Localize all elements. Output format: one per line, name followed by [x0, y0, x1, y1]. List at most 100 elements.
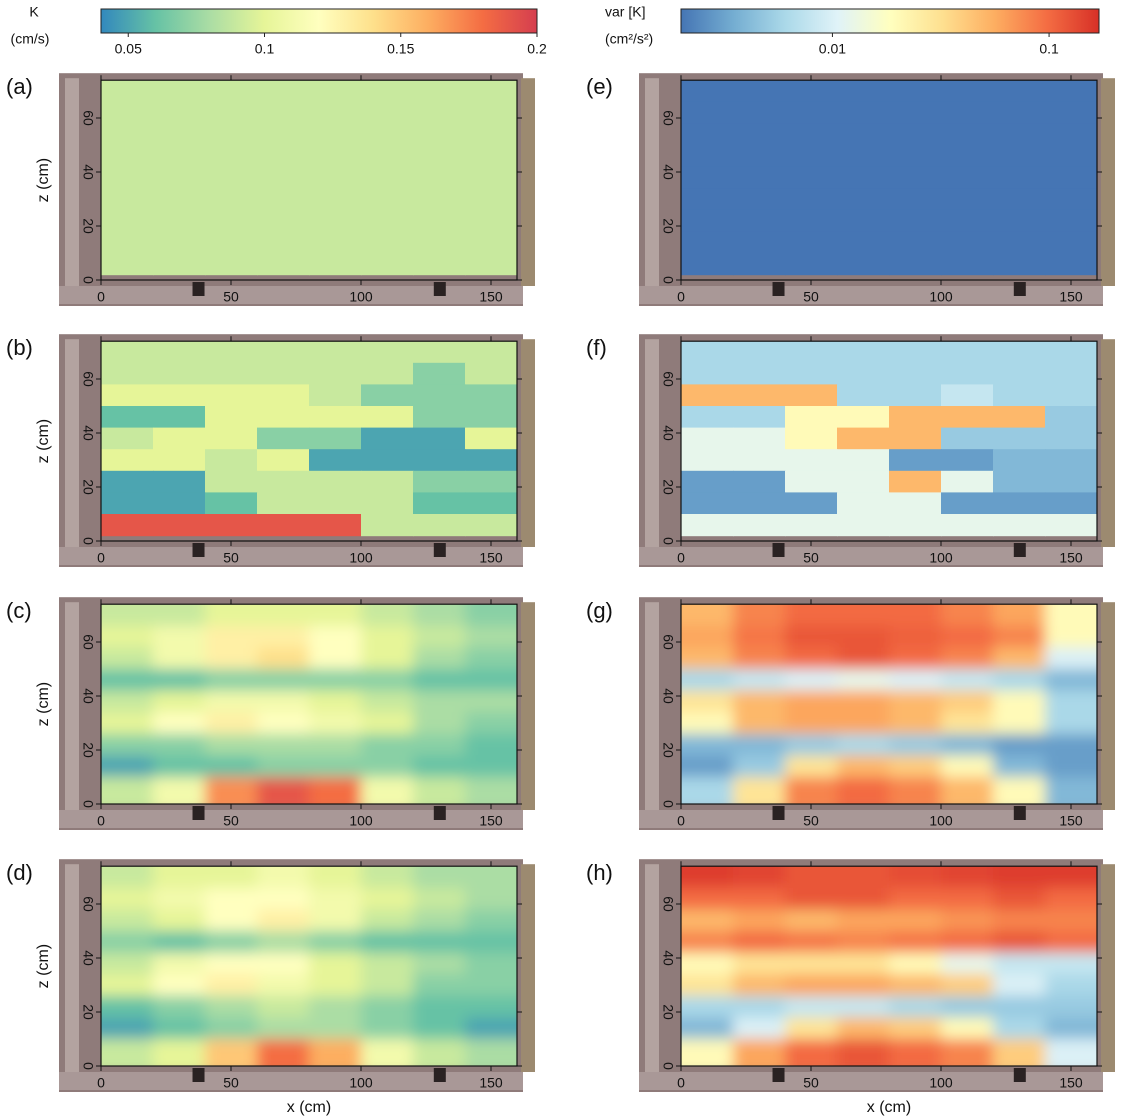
heatmap-cell — [361, 145, 414, 168]
heatmap-cell — [413, 188, 466, 211]
heatmap-cell — [837, 123, 890, 146]
heatmap-cells — [101, 341, 517, 537]
colorbar — [100, 8, 538, 34]
heatmap-cell — [101, 952, 154, 975]
heatmap-cell — [101, 604, 154, 627]
heatmap-cell — [309, 231, 362, 254]
heatmap-cell — [101, 514, 154, 537]
heatmap-cell — [205, 80, 258, 103]
heatmap-cell — [889, 690, 942, 713]
heatmap-cell — [681, 931, 734, 954]
heatmap-cell — [681, 341, 734, 364]
tank-clamp — [192, 282, 205, 296]
plot-border — [680, 865, 1098, 1067]
heatmap-cell — [257, 1017, 310, 1040]
tank-frame-right — [1101, 339, 1115, 547]
heatmap — [101, 866, 517, 1067]
heatmap-cell — [941, 712, 994, 735]
colorbar-label: var [K] — [605, 4, 645, 20]
tank-frame-right — [521, 339, 535, 547]
heatmap-cell — [993, 406, 1046, 429]
tank-base — [639, 286, 1103, 304]
heatmap-cell — [413, 80, 466, 103]
heatmap-cell — [465, 362, 517, 385]
y-tick-label: 60 — [660, 110, 676, 126]
heatmap-cell — [257, 492, 310, 515]
heatmap-cell — [993, 647, 1046, 670]
heatmap-cell — [361, 995, 414, 1018]
heatmap-cell — [101, 755, 154, 778]
heatmap-cell — [993, 909, 1046, 932]
heatmap-cell — [837, 362, 890, 385]
y-tick-label: 40 — [660, 950, 676, 966]
y-tick-label: 20 — [660, 479, 676, 495]
heatmap-cell — [837, 406, 890, 429]
heatmap-cell — [101, 974, 154, 997]
heatmap-cell — [153, 866, 206, 889]
heatmap-cell — [993, 362, 1046, 385]
heatmap-cell — [361, 470, 414, 493]
heatmap-cell — [941, 604, 994, 627]
heatmap-cell — [1045, 341, 1097, 364]
y-tick-label: 0 — [660, 276, 676, 284]
heatmap-cells — [101, 604, 517, 805]
heatmap-cell — [153, 625, 206, 648]
x-tick-label: 50 — [223, 1075, 239, 1091]
heatmap-cell — [153, 188, 206, 211]
heatmap-cell — [1045, 209, 1097, 232]
heatmap-cell — [361, 166, 414, 189]
x-tick-label: 100 — [349, 289, 373, 305]
y-tick-label: 60 — [660, 634, 676, 650]
heatmap-cell — [837, 995, 890, 1018]
x-tick-label: 150 — [1059, 813, 1083, 829]
tank-clamp — [1013, 806, 1026, 820]
heatmap-cell — [205, 231, 258, 254]
heatmap-cell — [309, 492, 362, 515]
tank-frame-inner — [645, 602, 659, 810]
heatmap-cell — [101, 887, 154, 910]
tank-frame-right — [1101, 864, 1115, 1072]
y-tick-label: 60 — [80, 371, 96, 387]
heatmap-cell — [733, 625, 786, 648]
heatmap-cell — [101, 669, 154, 692]
tank-base — [59, 810, 523, 828]
heatmap-cell — [413, 166, 466, 189]
heatmap-cell — [361, 209, 414, 232]
tank-clamp — [772, 806, 785, 820]
heatmap-cell — [941, 384, 994, 407]
heatmap-cell — [101, 80, 154, 103]
heatmap-cell — [785, 123, 838, 146]
heatmap-cell — [205, 647, 258, 670]
heatmap-cell — [681, 669, 734, 692]
heatmap-cell — [257, 362, 310, 385]
heatmap-cell — [1045, 733, 1097, 756]
y-tick-label: 40 — [80, 688, 96, 704]
x-tick-label: 50 — [803, 289, 819, 305]
heatmap-cell — [993, 1017, 1046, 1040]
heatmap-cell — [941, 1017, 994, 1040]
heatmap-cell — [681, 690, 734, 713]
heatmap-cell — [361, 231, 414, 254]
heatmap-cell — [205, 341, 258, 364]
heatmap-cell — [153, 492, 206, 515]
tank-clamp — [772, 282, 785, 296]
tank-clamp — [433, 1068, 446, 1082]
heatmap-cell — [889, 470, 942, 493]
heatmap-cell — [361, 362, 414, 385]
tank-clamp — [1013, 543, 1026, 557]
heatmap-cells — [681, 341, 1097, 537]
heatmap-cell — [309, 427, 362, 450]
heatmap-cell — [941, 690, 994, 713]
heatmap-cell — [993, 669, 1046, 692]
heatmap-cell — [785, 974, 838, 997]
heatmap-cell — [1045, 406, 1097, 429]
heatmap-cell — [837, 101, 890, 124]
heatmap-cell — [837, 712, 890, 735]
heatmap-cell — [993, 123, 1046, 146]
heatmap-cell — [889, 712, 942, 735]
heatmap-cell — [1045, 188, 1097, 211]
heatmap-cell — [153, 384, 206, 407]
heatmap-cell — [785, 427, 838, 450]
heatmap-cell — [785, 253, 838, 276]
panel-label: (d) — [6, 860, 33, 885]
